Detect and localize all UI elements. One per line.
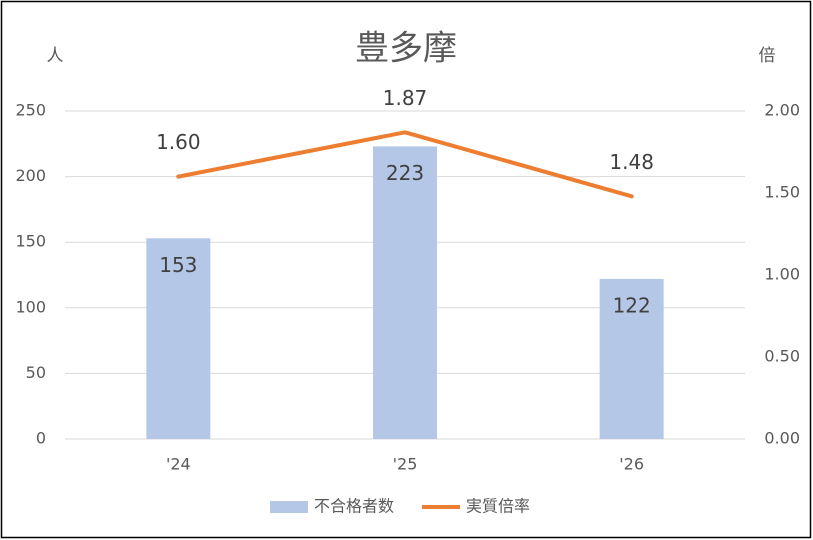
y2-tick-label: 1.50	[764, 183, 800, 202]
chart-title: 豊多摩	[355, 29, 457, 69]
y2-axis-label: 倍	[759, 46, 776, 66]
legend-label: 不合格者数	[314, 497, 394, 516]
data-label: 1.87	[383, 86, 428, 110]
data-label: 153	[159, 253, 197, 277]
y-tick-label: 200	[15, 166, 46, 185]
bar	[373, 146, 437, 439]
y-tick-label: 250	[15, 101, 46, 120]
y-axis-label: 人	[47, 46, 64, 66]
line	[176, 130, 634, 199]
x-tick-label: '25	[393, 455, 418, 474]
y2-tick-label: 1.00	[764, 265, 800, 284]
y-tick-label: 0	[36, 429, 46, 448]
x-tick-label: '24	[166, 455, 191, 474]
legend-swatch	[270, 501, 308, 513]
bar	[599, 278, 664, 439]
data-label: 1.60	[156, 130, 201, 154]
y2-tick-label: 2.00	[764, 101, 800, 120]
y-tick-label: 100	[15, 297, 46, 316]
bar	[146, 238, 211, 439]
data-label: 223	[386, 161, 424, 185]
data-label: 1.48	[609, 150, 654, 174]
y-tick-label: 50	[26, 363, 46, 382]
y-tick-label: 150	[15, 232, 46, 251]
data-label: 122	[613, 293, 651, 317]
y2-tick-label: 0.50	[764, 347, 800, 366]
y2-tick-label: 0.00	[764, 429, 800, 448]
x-tick-label: '26	[619, 455, 644, 474]
legend-label: 実質倍率	[466, 497, 530, 516]
